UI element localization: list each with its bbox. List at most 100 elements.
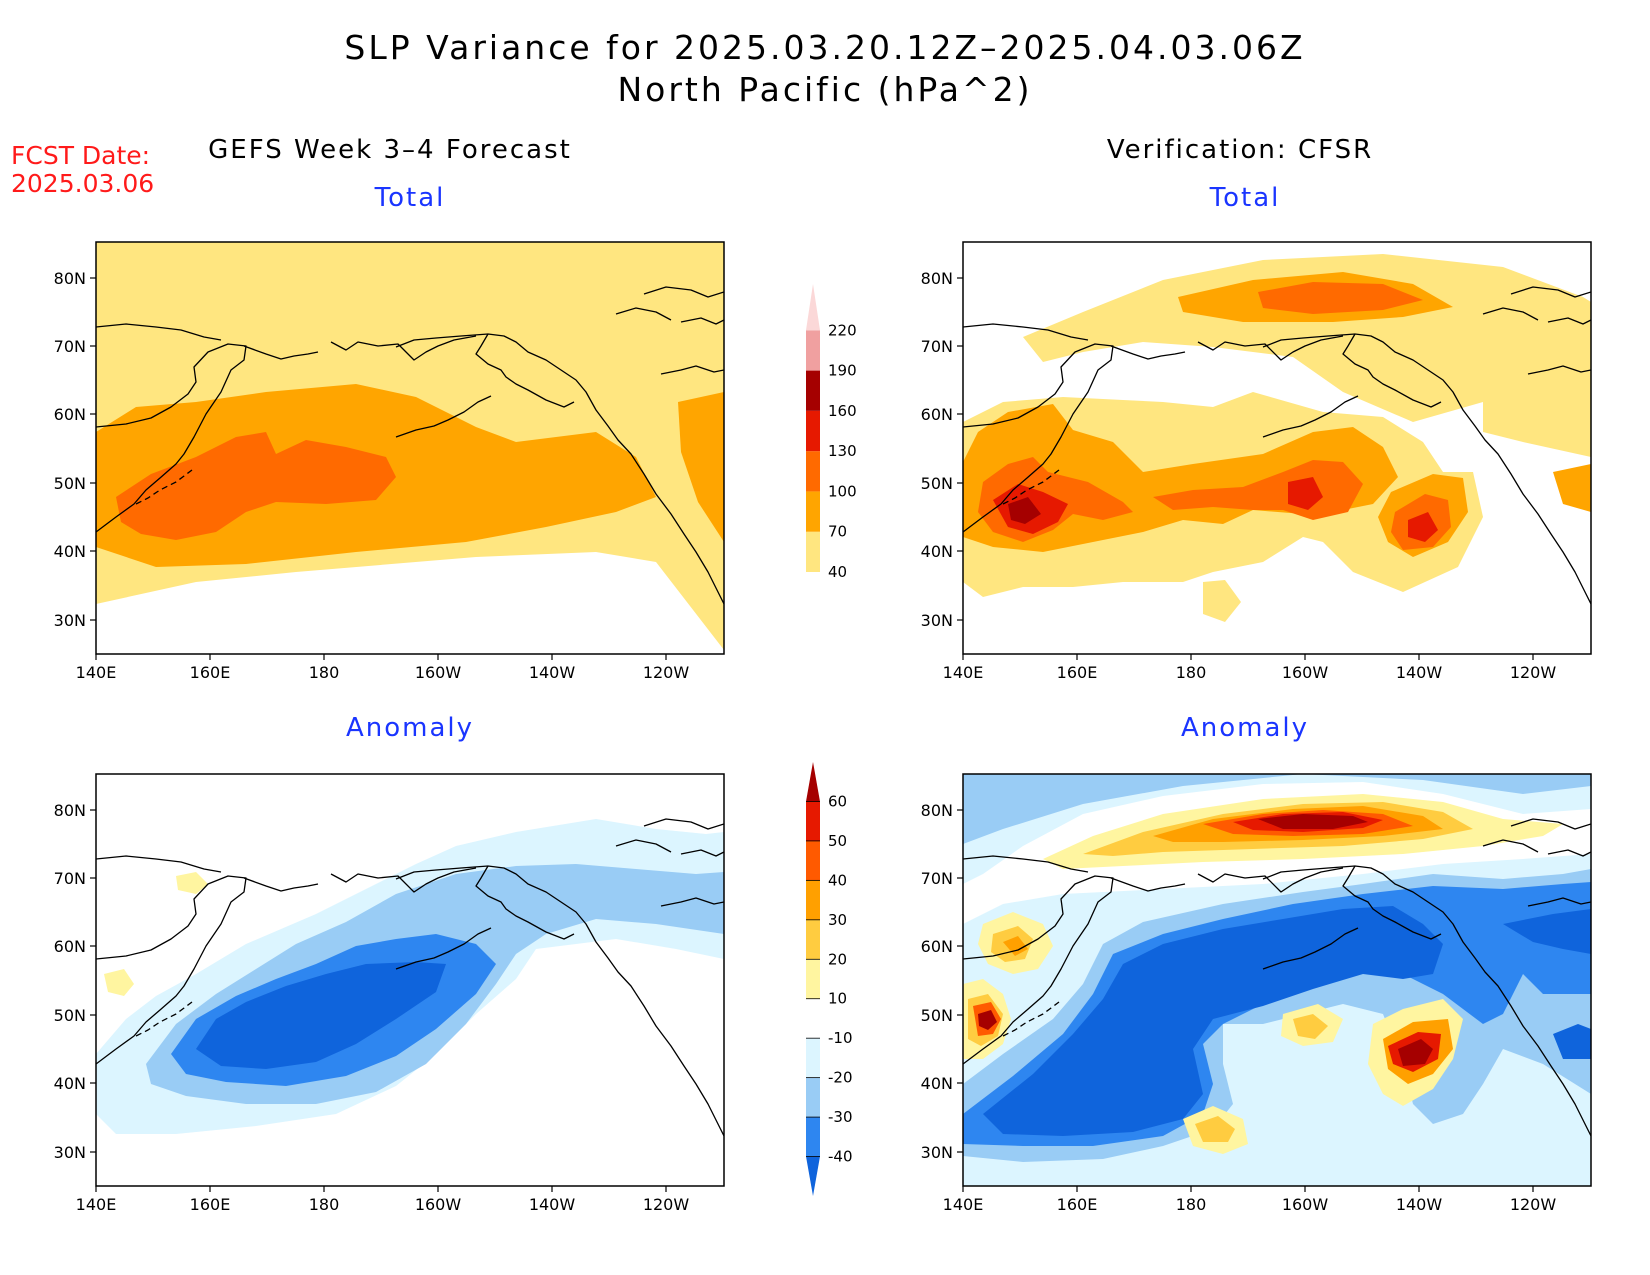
forecast-date-value: 2025.03.06 bbox=[11, 169, 155, 198]
title-line-1: SLP Variance for 2025.03.20.12Z–2025.04.… bbox=[344, 28, 1306, 67]
lon-tick-label: 160W bbox=[415, 1195, 462, 1214]
colorbar-label: 60 bbox=[828, 792, 847, 810]
lat-tick-label: 80N bbox=[54, 269, 86, 288]
colorbar-segment bbox=[806, 840, 820, 881]
lon-tick-label: 160E bbox=[1057, 1195, 1098, 1214]
colorbar-label: 70 bbox=[828, 523, 847, 541]
colorbar-label: 50 bbox=[828, 832, 847, 850]
lat-tick-label: 40N bbox=[54, 542, 86, 561]
lat-tick-label: 50N bbox=[54, 474, 86, 493]
colorbar-label: -20 bbox=[828, 1069, 853, 1087]
lat-tick-label: 60N bbox=[921, 405, 953, 424]
colorbar-segment bbox=[806, 531, 820, 572]
map-forecast-total bbox=[96, 242, 724, 654]
colorbar-label: 220 bbox=[828, 321, 857, 339]
lon-tick-label: 120W bbox=[643, 1195, 690, 1214]
lon-tick-label: 140E bbox=[76, 1195, 117, 1214]
column-heading-verification: Verification: CFSR bbox=[1106, 135, 1374, 165]
colorbar-label: -30 bbox=[828, 1108, 853, 1126]
colorbar-label: 100 bbox=[828, 482, 857, 500]
lat-tick-label: 40N bbox=[921, 542, 953, 561]
lat-tick-label: 50N bbox=[54, 1006, 86, 1025]
lon-tick-label: 160E bbox=[190, 1195, 231, 1214]
lon-tick-label: 180 bbox=[309, 1195, 340, 1214]
lat-tick-label: 70N bbox=[54, 869, 86, 888]
lat-tick-label: 40N bbox=[921, 1074, 953, 1093]
colorbar-label: -40 bbox=[828, 1148, 853, 1166]
lat-tick-label: 30N bbox=[921, 1143, 953, 1162]
lat-tick-label: 80N bbox=[54, 801, 86, 820]
lon-tick-label: 140W bbox=[1396, 1195, 1443, 1214]
colorbar-label: 40 bbox=[828, 871, 847, 889]
lon-tick-label: 180 bbox=[1176, 1195, 1207, 1214]
lon-tick-label: 180 bbox=[309, 663, 340, 682]
lat-tick-label: 50N bbox=[921, 474, 953, 493]
lat-tick-label: 30N bbox=[921, 611, 953, 630]
colorbar-label: 30 bbox=[828, 911, 847, 929]
title-line-2: North Pacific (hPa^2) bbox=[617, 70, 1033, 109]
colorbar-segment bbox=[806, 762, 820, 802]
lon-tick-label: 160E bbox=[1057, 663, 1098, 682]
colorbar-label: 40 bbox=[828, 563, 847, 581]
panel-subtitle-verification-total: Total bbox=[1209, 183, 1281, 213]
lat-tick-label: 30N bbox=[54, 1143, 86, 1162]
lat-tick-label: 80N bbox=[921, 269, 953, 288]
map-verification-anomaly bbox=[963, 774, 1591, 1186]
lon-tick-label: 120W bbox=[1510, 1195, 1557, 1214]
colorbar-segment bbox=[806, 880, 820, 920]
lon-tick-label: 160W bbox=[1282, 663, 1329, 682]
colorbar-segment bbox=[806, 451, 820, 492]
colorbar-segment bbox=[806, 284, 820, 331]
colorbar-anomaly: -40 -30 -20 -10 10 20 30 40 50 60 bbox=[806, 762, 853, 1196]
forecast-date: FCST Date: 2025.03.06 bbox=[11, 142, 154, 198]
colorbar-segment bbox=[806, 998, 820, 1039]
map-verification-total bbox=[963, 242, 1591, 654]
lat-tick-label: 70N bbox=[921, 869, 953, 888]
lon-tick-label: 140W bbox=[1396, 663, 1443, 682]
lat-tick-label: 60N bbox=[54, 937, 86, 956]
map-forecast-anomaly bbox=[96, 774, 724, 1186]
colorbar-segment bbox=[806, 491, 820, 532]
map-frames bbox=[95, 241, 1592, 1187]
axis-labels: 140E 160E 180 160W 140W 120W 30N 40N 50N 60N 70N 80… bbox=[54, 269, 1557, 1214]
forecast-date-label: FCST Date: bbox=[11, 141, 151, 170]
colorbar-segment bbox=[806, 330, 820, 371]
colorbar-segment bbox=[806, 801, 820, 841]
colorbar-segment bbox=[806, 959, 820, 999]
colorbar-label: -10 bbox=[828, 1029, 853, 1047]
colorbar-label: 10 bbox=[828, 990, 847, 1008]
lon-tick-label: 140E bbox=[943, 663, 984, 682]
colorbar-label: 160 bbox=[828, 402, 857, 420]
lon-tick-label: 120W bbox=[643, 663, 690, 682]
lon-tick-label: 160W bbox=[1282, 1195, 1329, 1214]
lon-tick-label: 120W bbox=[1510, 663, 1557, 682]
lon-tick-label: 140W bbox=[529, 663, 576, 682]
lon-tick-label: 140W bbox=[529, 1195, 576, 1214]
lat-tick-label: 70N bbox=[54, 337, 86, 356]
lat-tick-label: 80N bbox=[921, 801, 953, 820]
colorbar-segment bbox=[806, 1077, 820, 1118]
colorbar-segment bbox=[806, 410, 820, 452]
lon-tick-label: 140E bbox=[943, 1195, 984, 1214]
lat-tick-label: 70N bbox=[921, 337, 953, 356]
colorbar-segment bbox=[806, 1156, 820, 1196]
lat-tick-label: 50N bbox=[921, 1006, 953, 1025]
colorbar-label: 130 bbox=[828, 442, 857, 460]
colorbar-label: 190 bbox=[828, 362, 857, 380]
colorbar-segment bbox=[806, 1117, 820, 1157]
lon-tick-label: 160W bbox=[415, 663, 462, 682]
colorbar-label: 20 bbox=[828, 950, 847, 968]
lon-tick-label: 180 bbox=[1176, 663, 1207, 682]
lat-tick-label: 40N bbox=[54, 1074, 86, 1093]
lat-tick-label: 30N bbox=[54, 611, 86, 630]
lon-tick-label: 140E bbox=[76, 663, 117, 682]
panel-subtitle-verification-anomaly: Anomaly bbox=[1180, 713, 1310, 743]
colorbar-segment bbox=[806, 370, 820, 411]
panel-subtitle-forecast-anomaly: Anomaly bbox=[345, 713, 475, 743]
colorbar-segment bbox=[806, 1038, 820, 1078]
colorbar-segment bbox=[806, 919, 820, 960]
column-heading-forecast: GEFS Week 3–4 Forecast bbox=[208, 135, 572, 165]
lat-tick-label: 60N bbox=[921, 937, 953, 956]
panel-subtitle-forecast-total: Total bbox=[374, 183, 446, 213]
